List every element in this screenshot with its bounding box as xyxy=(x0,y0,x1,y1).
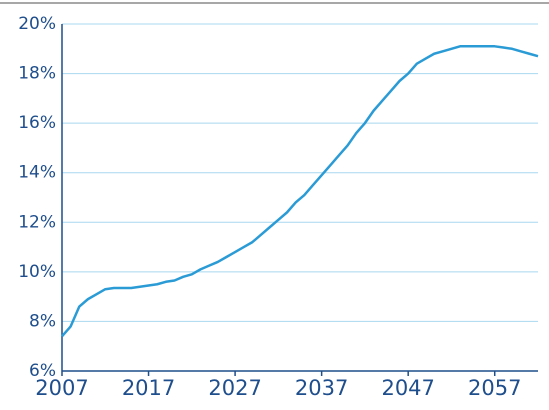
y-tick-label: 12% xyxy=(18,212,56,232)
x-tick-label: 2047 xyxy=(381,376,434,400)
y-tick-label: 14% xyxy=(18,163,56,183)
x-tick-label: 2057 xyxy=(468,376,521,400)
y-tick-label: 16% xyxy=(18,113,56,133)
x-tick-label: 2017 xyxy=(122,376,175,400)
data-line xyxy=(61,45,539,338)
y-tick-label: 10% xyxy=(18,262,56,282)
x-tick-label: 2027 xyxy=(208,376,261,400)
y-tick-label: 18% xyxy=(18,64,56,84)
x-tick-label: 2007 xyxy=(35,376,88,400)
y-tick-label: 8% xyxy=(29,311,56,331)
y-tick-label: 20% xyxy=(18,14,56,34)
x-tick-label: 2037 xyxy=(295,376,348,400)
y-tick-label: 6% xyxy=(29,361,56,381)
